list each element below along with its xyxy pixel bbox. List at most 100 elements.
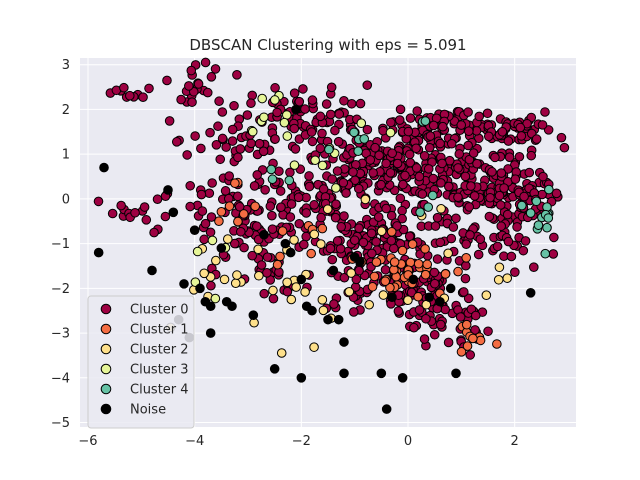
cluster-1-point [413,258,424,269]
cluster-0-point [460,171,471,182]
cluster-4-point [266,164,277,175]
cluster-0-point [494,190,505,201]
cluster-0-point [368,168,378,178]
cluster-3-point [192,246,203,257]
cluster-0-point [144,83,154,94]
cluster-2-point [289,235,299,245]
cluster-0-point [537,120,548,130]
cluster-0-point [443,337,454,348]
cluster-0-point [499,183,509,193]
cluster-2-point [219,274,230,285]
chart-title: DBSCAN Clustering with eps = 5.091 [189,36,466,54]
cluster-0-point [339,95,349,106]
cluster-0-point [199,234,209,245]
cluster-0-point [409,322,419,333]
cluster-0-point [294,218,305,229]
cluster-0-point [204,188,215,199]
cluster-0-point [464,154,475,165]
cluster-0-point [246,98,256,109]
cluster-0-point [548,249,559,259]
legend-marker-cluster-2 [100,343,112,355]
cluster-1-point [468,333,478,344]
cluster-2-point [286,294,297,305]
cluster-0-point [289,88,300,98]
cluster-0-point [461,260,471,271]
cluster-0-point [465,230,475,240]
cluster-0-point [460,273,471,284]
cluster-1-point [224,201,235,211]
cluster-0-point [559,142,570,153]
cluster-3-point [356,118,367,128]
y-tick-label: 1 [62,148,70,163]
cluster-2-point [443,248,453,259]
cluster-0-point [229,238,240,249]
cluster-0-point [435,319,446,330]
cluster-0-point [475,234,486,244]
cluster-2-point [346,268,356,278]
cluster-0-point [421,313,431,324]
cluster-0-point [512,222,522,232]
cluster-0-point [289,123,300,134]
cluster-0-point [515,122,526,133]
cluster-0-point [304,181,315,192]
noise-point [424,292,435,303]
cluster-1-point [389,257,400,267]
noise-point [280,238,291,249]
cluster-0-point [270,134,280,144]
cluster-0-point [510,174,521,184]
cluster-0-point [503,236,514,247]
cluster-0-point [365,155,376,165]
cluster-0-point [516,131,527,141]
cluster-1-point [275,251,285,262]
cluster-0-point [205,227,216,238]
noise-point [205,301,216,312]
cluster-4-point [427,190,438,201]
cluster-0-point [451,213,461,224]
cluster-0-point [260,185,270,195]
cluster-0-point [392,221,402,231]
cluster-0-point [333,136,344,147]
cluster-0-point [227,136,238,146]
cluster-0-point [504,152,515,163]
cluster-2-point [494,262,505,273]
cluster-4-point [359,134,370,144]
noise-point [525,288,536,298]
cluster-0-point [252,170,263,180]
cluster-0-point [229,100,239,111]
cluster-0-point [139,202,150,212]
cluster-0-point [234,201,245,212]
legend-box [87,295,195,429]
cluster-0-point [293,192,304,203]
cluster-0-point [348,167,358,177]
cluster-0-point [429,278,440,289]
cluster-0-point [176,94,186,105]
cluster-0-point [196,189,207,200]
cluster-0-point [349,235,360,246]
cluster-2-point [199,268,209,279]
cluster-0-point [354,223,364,233]
y-tick-label: −1 [51,237,70,252]
cluster-0-point [432,254,443,264]
noise-point [307,305,317,316]
cluster-0-point [348,307,359,317]
x-tick-label: 0 [404,434,412,449]
cluster-0-point [551,188,562,199]
cluster-0-point [332,166,343,176]
cluster-0-point [107,208,118,219]
cluster-0-point [149,227,159,238]
cluster-0-point [510,267,520,277]
cluster-0-point [299,239,309,250]
cluster-1-point [385,282,395,293]
noise-point [408,274,419,285]
cluster-0-point [400,170,410,181]
cluster-1-point [453,266,463,277]
cluster-0-point [306,127,317,137]
cluster-0-point [446,233,457,244]
noise-point [269,364,280,374]
cluster-1-point [407,239,418,249]
cluster-0-point [506,251,517,262]
cluster-0-point [398,179,408,190]
cluster-4-point [533,220,544,230]
cluster-0-point [256,260,267,270]
legend-marker-cluster-4 [100,383,112,395]
